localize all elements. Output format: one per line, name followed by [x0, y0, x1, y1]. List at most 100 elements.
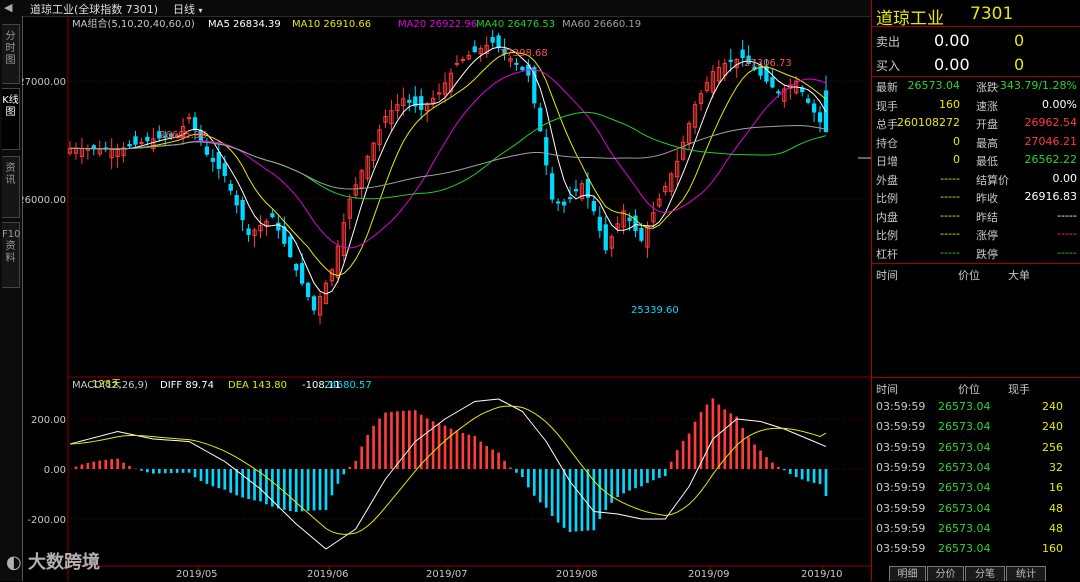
ma-legend-item: MA10 26910.66 — [292, 19, 371, 30]
stat-value: ----- — [940, 171, 960, 185]
candle-body — [770, 77, 775, 88]
candle-body — [377, 129, 382, 145]
ma5-line — [69, 46, 827, 295]
y-tick-label: 26000.00 — [22, 195, 66, 206]
tab-f10[interactable]: F10资料 — [2, 222, 20, 288]
candle-body — [657, 198, 662, 207]
candle-body — [698, 93, 704, 104]
tick-time: 03:59:59 — [876, 521, 926, 535]
stat-label: 开盘 — [976, 118, 998, 131]
tab-price-dist[interactable]: 分价 — [927, 566, 964, 581]
candle-body — [496, 35, 501, 49]
candle-body — [603, 224, 608, 251]
candle-body — [686, 123, 692, 144]
candle-body — [567, 197, 573, 200]
candle-body — [561, 201, 567, 206]
tick-time: 03:59:59 — [876, 460, 926, 474]
x-tick-label: 2019/06 — [307, 569, 349, 580]
candle-body — [639, 227, 644, 241]
stat-value: ----- — [1057, 227, 1077, 240]
candle-body — [127, 143, 132, 147]
annotation-peak-may: 26695.96 — [159, 130, 207, 141]
candle-body — [139, 141, 144, 144]
candle-body — [550, 173, 555, 200]
candle-body — [121, 147, 126, 156]
candle-body — [597, 216, 602, 231]
candle-body — [704, 82, 710, 92]
tick-price: 26573.04 — [938, 400, 991, 413]
candle-body — [311, 296, 317, 311]
back-arrow-icon[interactable]: ◀ — [4, 1, 13, 14]
candle-body — [419, 96, 424, 110]
stat-value: ----- — [940, 190, 960, 203]
candle-body — [430, 97, 436, 104]
candle-body — [252, 229, 257, 237]
stat-value: 26562.22 — [1024, 153, 1078, 166]
period-selector[interactable]: 日线 ▾ — [173, 1, 203, 17]
tab-news[interactable]: 资讯 — [2, 156, 20, 218]
tab-tick-trades-label: 分笔 — [975, 569, 995, 580]
tab-tick-trades[interactable]: 分笔 — [965, 566, 1005, 581]
divider — [872, 76, 1080, 77]
tick-price: 26573.04 — [938, 440, 991, 454]
candle-body — [234, 195, 239, 206]
macd-legend-name: MACD(12,26,9) — [72, 380, 148, 391]
ma-legend-item: MA40 26476.53 — [476, 19, 555, 30]
candle-body — [454, 62, 460, 65]
candle-body — [341, 222, 346, 257]
candle-body — [776, 91, 781, 94]
ma-legend-item: MA5 26834.39 — [208, 19, 281, 30]
tick-price: 26573.04 — [938, 481, 991, 495]
tab-kline[interactable]: K线图 — [2, 88, 20, 150]
tab-kline-label: K线图 — [2, 95, 19, 118]
candle-body — [151, 138, 156, 150]
stat-value: 26916.83 — [1024, 190, 1078, 203]
candle-body — [544, 137, 549, 166]
candle-body — [335, 245, 341, 278]
candle-body — [359, 170, 364, 189]
x-tick-label: 2019/07 — [426, 569, 468, 580]
candle-body — [817, 112, 823, 123]
stat-value: -343.79/1.28% — [995, 79, 1077, 92]
y-tick-label: 27000.00 — [22, 77, 66, 88]
stat-label: 涨停 — [976, 229, 998, 242]
annotation-low-jun: 24680.57 — [324, 380, 372, 391]
stat-label: 最低 — [976, 155, 998, 168]
bid-price: 0.00 — [934, 31, 970, 50]
tick-time: 03:59:59 — [876, 481, 926, 495]
chart-area[interactable]: 27000.00 26000.00 200.00 0.00 -200.00 2019/05… — [22, 16, 871, 581]
candle-body — [472, 46, 477, 53]
candle-body — [288, 236, 293, 258]
instrument-title[interactable]: 道琼工业(全球指数 7301) — [30, 3, 159, 16]
candle-body — [240, 199, 245, 221]
tab-detail[interactable]: 明细 — [889, 566, 926, 581]
annotation-peak-jul: 27398.68 — [500, 48, 548, 59]
annotation-days: 128天 — [92, 379, 121, 390]
tab-intraday[interactable]: 分时图 — [2, 24, 20, 84]
tab-f10-label: F10资料 — [2, 229, 21, 264]
candle-body — [401, 98, 406, 106]
stat-label: 总手 — [876, 118, 898, 131]
stat-value: 0.00 — [1052, 171, 1078, 185]
big-trades-header-time: 时间 — [876, 269, 898, 282]
stat-label: 最新 — [876, 81, 898, 94]
candle-body — [615, 223, 620, 229]
candle-body — [675, 160, 680, 178]
stat-label: 速涨 — [976, 99, 998, 113]
macd-legend-value: -108.11 — [302, 380, 341, 391]
ma-legend-item: MA20 26922.96 — [398, 19, 477, 30]
bid-volume: 0 — [1014, 31, 1025, 50]
stat-value: ----- — [940, 227, 960, 240]
ma60-line — [69, 125, 827, 190]
annotation-low-aug: 25339.60 — [631, 305, 679, 316]
candle-body — [145, 136, 150, 142]
candle-body — [728, 59, 733, 62]
stat-label: 日增 — [876, 155, 898, 168]
macd-legend-dea: DEA 143.80 — [228, 380, 287, 391]
candle-body — [270, 213, 275, 218]
candle-body — [645, 226, 650, 248]
candle-body — [157, 131, 162, 139]
side-tabs: 分时图 K线图 资讯 F10资料 — [0, 16, 23, 581]
candle-body — [210, 158, 216, 162]
tab-statistics[interactable]: 统计 — [1006, 566, 1046, 581]
